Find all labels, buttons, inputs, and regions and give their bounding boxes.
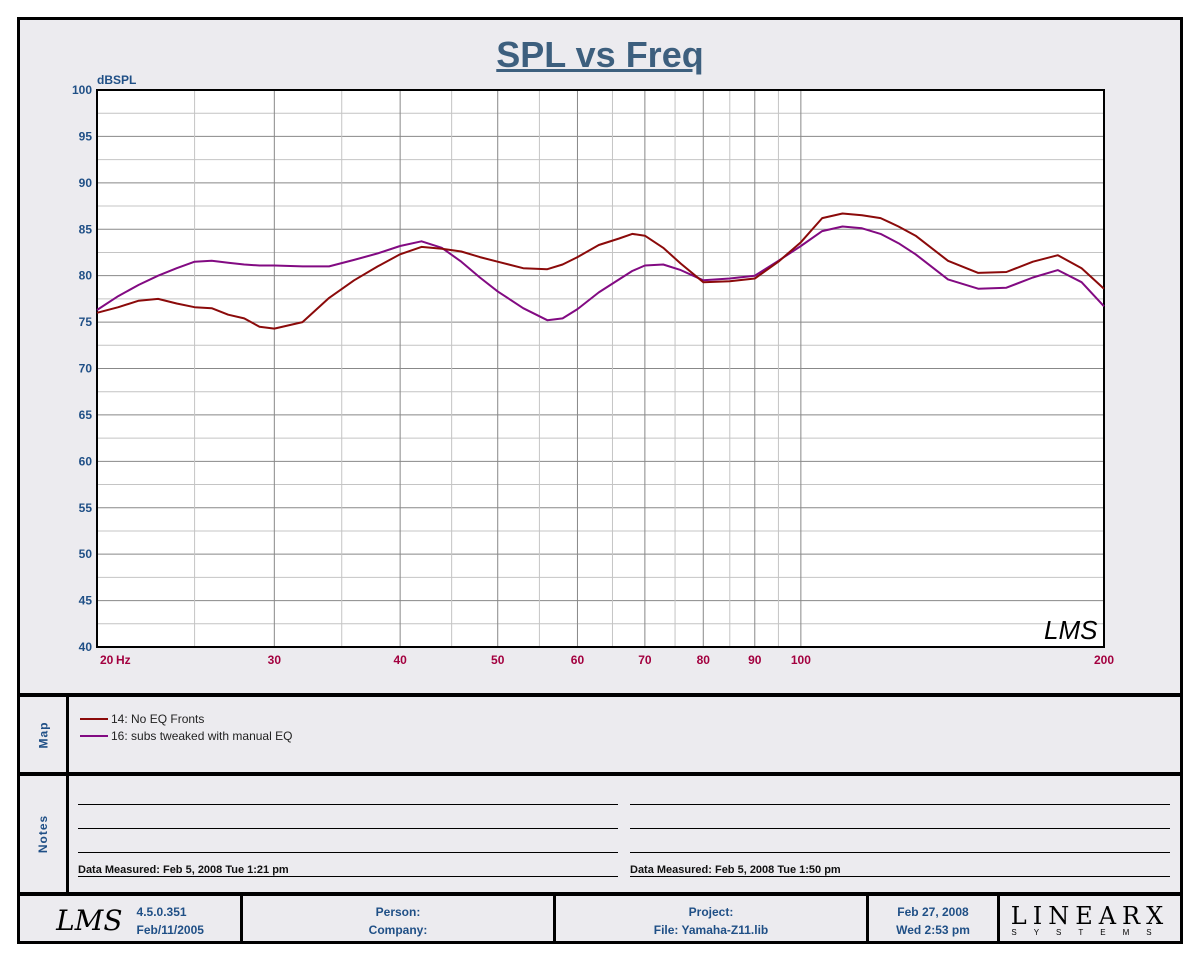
- y-tick-label: 40: [79, 640, 93, 654]
- y-tick-label: 70: [79, 362, 93, 376]
- footer-date: Feb 27, 2008 Wed 2:53 pm: [896, 905, 970, 937]
- y-tick-label: 55: [79, 501, 93, 515]
- divider: [66, 697, 69, 772]
- x-tick-label: 60: [571, 653, 585, 667]
- footer-person: Person: Company:: [368, 905, 428, 937]
- y-tick-label: 100: [72, 83, 92, 97]
- y-tick-label: 60: [79, 454, 93, 468]
- x-tick-label: 40: [393, 653, 407, 667]
- x-tick-label: 30: [268, 653, 282, 667]
- x-tick-label: 90: [748, 653, 762, 667]
- note-line: [78, 804, 618, 805]
- y-tick-label: 85: [79, 222, 93, 236]
- divider: [20, 892, 1180, 896]
- legend-swatch: [80, 718, 108, 720]
- note-line: [630, 852, 1170, 853]
- x-tick-label: 200: [1094, 653, 1114, 667]
- data-measured-left: Data Measured: Feb 5, 2008 Tue 1:21 pm: [78, 864, 618, 877]
- y-tick-label: 45: [79, 594, 93, 608]
- note-line: [630, 828, 1170, 829]
- chart: 40 45 50 55 60 65 70 75 80 85 90 95 100 dBSPL 20 30 40 50…: [72, 73, 1114, 667]
- divider: [240, 896, 243, 942]
- x-tick-label: 70: [638, 653, 652, 667]
- y-tick-label: 50: [79, 547, 93, 561]
- y-tick-label: 65: [79, 408, 93, 422]
- data-measured-right: Data Measured: Feb 5, 2008 Tue 1:50 pm: [630, 864, 1170, 877]
- legend-item: 16: subs tweaked with manual EQ: [80, 729, 292, 743]
- divider: [20, 772, 1180, 776]
- note-line: [78, 852, 618, 853]
- x-tick-label: 50: [491, 653, 505, 667]
- lms-logo: LMS: [56, 904, 123, 937]
- legend-item: 14: No EQ Fronts: [80, 712, 204, 726]
- y-axis-label: dBSPL: [97, 73, 136, 87]
- divider: [553, 896, 556, 942]
- divider: [66, 776, 69, 892]
- series-line: [96, 225, 1105, 322]
- report-frame: SPL vs Freq 40 45 50 55 60 65 70 75 80 85 90 95 100 d…: [17, 17, 1183, 944]
- notes-label: Notes: [36, 814, 51, 854]
- divider: [866, 896, 869, 942]
- series-line: [96, 212, 1105, 330]
- footer-version: LMS 4.5.0.351 Feb/11/2005: [56, 904, 204, 937]
- lms-watermark: LMS: [1044, 615, 1098, 645]
- note-line: [78, 828, 618, 829]
- x-unit-label: Hz: [116, 653, 131, 667]
- map-label: Map: [36, 721, 51, 748]
- linearx-logo: LINEARX SYSTEMS: [1010, 902, 1170, 937]
- y-tick-label: 90: [79, 176, 93, 190]
- y-tick-label: 75: [79, 315, 93, 329]
- x-tick-label: 80: [697, 653, 711, 667]
- x-tick-label: 20: [100, 653, 114, 667]
- legend-swatch: [80, 735, 108, 737]
- x-tick-label: 100: [791, 653, 811, 667]
- footer-project: Project: File: Yamaha-Z11.lib: [653, 905, 769, 937]
- divider: [20, 693, 1180, 697]
- divider: [997, 896, 1000, 942]
- chart-title: SPL vs Freq: [496, 34, 704, 75]
- y-tick-label: 95: [79, 129, 93, 143]
- y-tick-label: 80: [79, 269, 93, 283]
- plot-border: [96, 89, 1105, 648]
- note-line: [630, 804, 1170, 805]
